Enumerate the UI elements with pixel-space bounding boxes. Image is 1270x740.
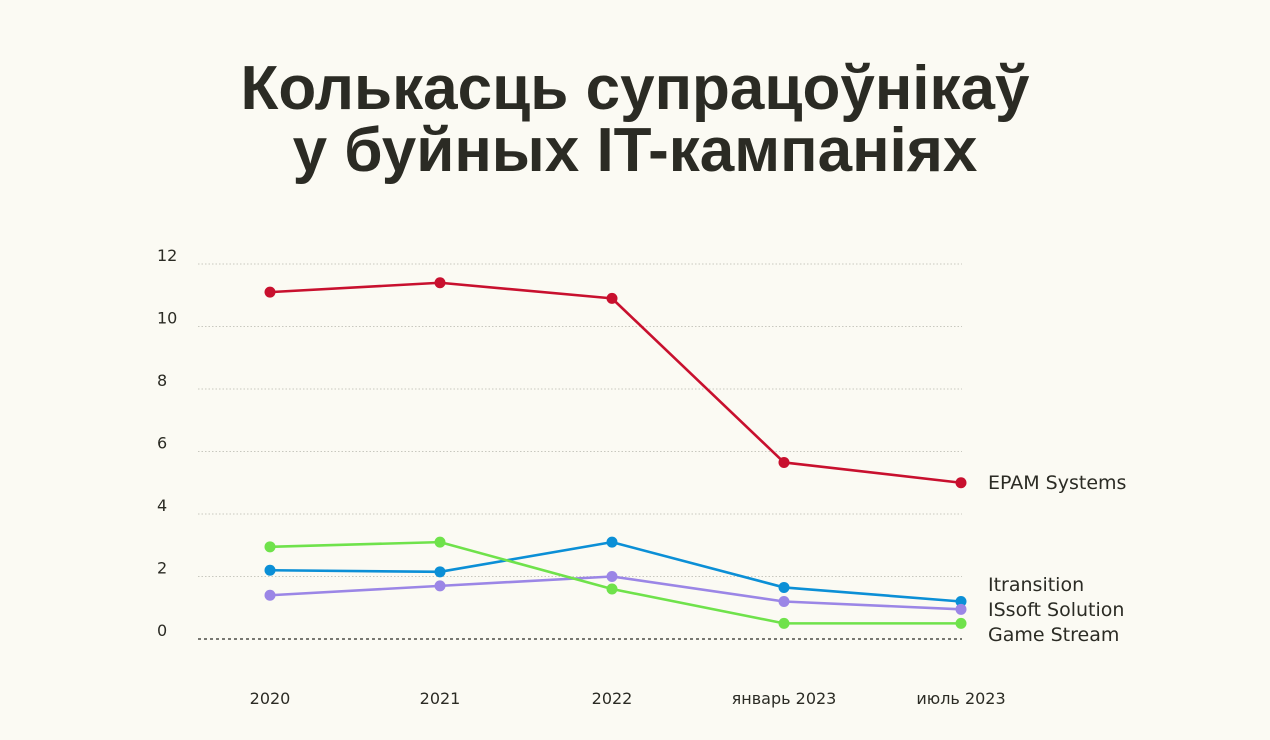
data-point: [606, 292, 618, 304]
series-label: Game Stream: [988, 624, 1119, 646]
series-label: Itransition: [988, 574, 1084, 596]
y-tick-label: 12: [157, 246, 177, 265]
data-point: [955, 477, 967, 489]
data-point: [778, 617, 790, 629]
x-tick-label: 2020: [250, 689, 291, 708]
chart-title-line-2: у буйных IT-кампаніях: [292, 116, 978, 185]
data-point: [264, 541, 276, 553]
data-point: [606, 536, 618, 548]
y-tick-label: 8: [157, 371, 167, 390]
data-point: [778, 456, 790, 468]
data-point: [955, 617, 967, 629]
y-tick-label: 2: [157, 559, 167, 578]
y-tick-label: 4: [157, 496, 167, 515]
series-label: ISsoft Solution: [988, 599, 1124, 621]
data-point: [778, 596, 790, 607]
x-tick-label: июль 2023: [916, 689, 1005, 708]
data-point: [778, 581, 790, 593]
x-tick-label: январь 2023: [732, 689, 837, 708]
series-line: [268, 281, 963, 485]
data-point: [434, 277, 446, 289]
data-point: [434, 580, 446, 592]
data-point: [955, 603, 967, 615]
y-tick-label: 0: [157, 621, 167, 640]
data-point: [264, 564, 276, 576]
series-line: [268, 540, 963, 625]
data-point: [264, 286, 276, 298]
x-tick-label: 2021: [420, 689, 461, 708]
data-point: [606, 583, 618, 595]
data-point: [955, 596, 967, 607]
chart-title-line-1: Колькасць супрацоўнікаў: [240, 54, 1030, 123]
y-tick-label: 6: [157, 434, 167, 453]
data-point: [434, 566, 446, 578]
data-point: [434, 536, 446, 548]
y-tick-label: 10: [157, 309, 177, 328]
data-point: [606, 571, 618, 582]
x-tick-label: 2022: [592, 689, 633, 708]
data-point: [264, 589, 276, 601]
series-label: EPAM Systems: [988, 472, 1126, 494]
